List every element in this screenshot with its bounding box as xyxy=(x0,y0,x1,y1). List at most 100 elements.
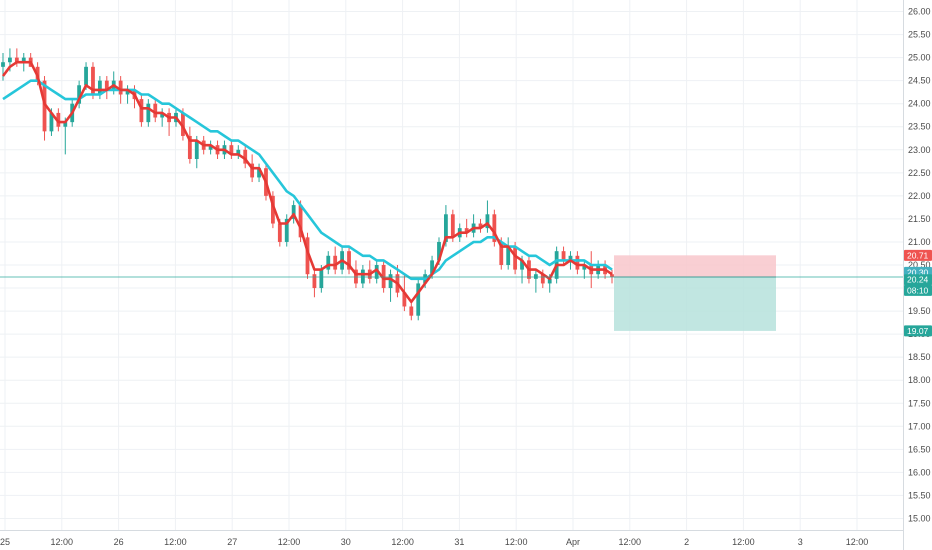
candle-body xyxy=(270,195,275,224)
candle-body xyxy=(42,80,47,132)
candle-body xyxy=(146,103,151,123)
price-badge-label: 20.24 xyxy=(907,275,929,285)
candle-body xyxy=(229,145,234,155)
y-tick-label: 22.50 xyxy=(908,168,931,178)
y-tick-label: 26.00 xyxy=(908,7,931,17)
candle-body xyxy=(547,278,552,284)
candle-body xyxy=(450,214,455,238)
y-tick-label: 15.50 xyxy=(908,490,931,500)
price-badge-label: 20.71 xyxy=(907,250,929,260)
y-tick-label: 20.50 xyxy=(908,260,931,270)
y-tick-label: 25.50 xyxy=(908,30,931,40)
time-axis[interactable]: 25 12:00 26 12:00 27 12:00 30 12:00 31 12:00 Apr 12… xyxy=(0,530,903,548)
x-tick-label: 12:00 xyxy=(846,537,869,547)
candle-body xyxy=(153,103,158,118)
candle-body xyxy=(104,80,109,90)
y-tick-label: 21.00 xyxy=(908,237,931,247)
candle-body xyxy=(125,89,130,95)
x-tick-label: 12:00 xyxy=(391,537,414,547)
candle-body xyxy=(561,251,566,261)
candle-body xyxy=(56,112,61,127)
y-tick-label: 17.50 xyxy=(908,398,931,408)
candle-body xyxy=(582,265,587,270)
candle-body xyxy=(610,274,614,277)
price-badge-label: 19.07 xyxy=(907,326,929,336)
y-tick-label: 17.00 xyxy=(908,421,931,431)
candle-body xyxy=(187,135,192,159)
candle-body xyxy=(97,80,102,95)
ema-fast-line xyxy=(1,60,613,304)
y-tick-label: 21.50 xyxy=(908,214,931,224)
x-tick-label: 12:00 xyxy=(732,537,755,547)
y-tick-label: 16.50 xyxy=(908,444,931,454)
x-tick-label: 12:00 xyxy=(164,537,187,547)
candle-body xyxy=(160,112,165,118)
candle-body xyxy=(402,292,407,307)
candle-body xyxy=(84,66,88,86)
x-tick-label: 31 xyxy=(454,537,464,547)
candle-body xyxy=(464,228,469,233)
candle-body xyxy=(520,260,524,270)
y-tick-label: 18.50 xyxy=(908,352,931,362)
candle-body xyxy=(181,112,185,136)
candle-body xyxy=(374,265,379,279)
price-badge: 19.07 xyxy=(904,325,932,337)
candle-body xyxy=(478,223,483,229)
candle-body xyxy=(492,214,497,242)
candle-body xyxy=(21,57,26,63)
x-tick-label: 25 xyxy=(0,537,10,547)
candle-body xyxy=(277,223,282,242)
x-tick-label: 12:00 xyxy=(619,537,642,547)
y-tick-label: 24.50 xyxy=(908,76,931,86)
candle-body xyxy=(257,168,261,178)
y-tick-label: 23.00 xyxy=(908,145,931,155)
candle-body xyxy=(91,66,95,95)
candle-body xyxy=(513,246,518,270)
candle-body xyxy=(388,274,393,289)
y-tick-label: 25.00 xyxy=(908,53,931,63)
candle-body xyxy=(326,255,331,270)
candle-body xyxy=(485,214,490,229)
candle-body xyxy=(49,112,54,132)
take-profit-zone[interactable] xyxy=(614,276,776,331)
candle-body xyxy=(118,80,123,95)
candle-body xyxy=(437,241,441,261)
price-badge-background xyxy=(904,325,932,337)
x-tick-label: 30 xyxy=(341,537,351,547)
stop-loss-zone[interactable] xyxy=(614,255,776,277)
candle-body xyxy=(8,57,12,63)
y-tick-label: 16.00 xyxy=(908,467,931,477)
price-badge-label: 20.30 xyxy=(907,267,929,277)
x-tick-label: 12:00 xyxy=(505,537,528,547)
candle-body xyxy=(333,255,338,270)
x-tick-label: Apr xyxy=(566,537,580,547)
price-badge: 08:10 xyxy=(904,284,932,296)
x-tick-label: 2 xyxy=(684,537,689,547)
candle-body xyxy=(444,214,448,242)
price-badge: 20.24 xyxy=(904,274,932,286)
candle-body xyxy=(540,274,545,284)
y-tick-label: 22.00 xyxy=(908,191,931,201)
price-badge-label: 08:10 xyxy=(907,285,929,295)
candle-body xyxy=(305,237,310,275)
candle-body xyxy=(194,140,199,159)
y-tick-label: 18.00 xyxy=(908,375,931,385)
candle-body xyxy=(208,145,213,150)
candle-body xyxy=(506,246,511,265)
y-tick-label: 23.50 xyxy=(908,122,931,132)
y-tick-label: 24.00 xyxy=(908,99,931,109)
candle-body xyxy=(250,163,255,178)
position-zones[interactable] xyxy=(614,255,776,331)
candle-body xyxy=(319,269,324,289)
x-tick-label: 3 xyxy=(798,537,803,547)
price-badge-background xyxy=(904,249,932,261)
candle-body xyxy=(568,255,573,261)
price-badge-background xyxy=(904,284,932,296)
candle-body xyxy=(575,255,580,270)
candle-body xyxy=(416,283,421,316)
y-tick-label: 19.50 xyxy=(908,306,931,316)
candle-body xyxy=(499,241,504,265)
candle-body xyxy=(284,218,289,242)
